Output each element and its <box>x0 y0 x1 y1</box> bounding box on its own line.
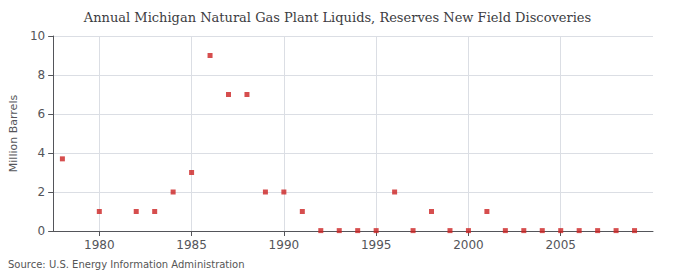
svg-text:1980: 1980 <box>84 238 115 252</box>
svg-text:1990: 1990 <box>269 238 300 252</box>
svg-text:2005: 2005 <box>545 238 576 252</box>
svg-text:2: 2 <box>38 185 46 199</box>
svg-text:4: 4 <box>38 146 46 160</box>
svg-text:6: 6 <box>38 107 46 121</box>
svg-text:8: 8 <box>38 68 46 82</box>
svg-text:2000: 2000 <box>453 238 484 252</box>
svg-text:Source: U.S. Energy Informatio: Source: U.S. Energy Information Administ… <box>8 259 245 270</box>
svg-text:Million Barrels: Million Barrels <box>7 95 20 173</box>
svg-text:1985: 1985 <box>176 238 207 252</box>
svg-text:0: 0 <box>38 224 46 238</box>
svg-text:1995: 1995 <box>361 238 392 252</box>
svg-text:Annual Michigan Natural Gas Pl: Annual Michigan Natural Gas Plant Liquid… <box>83 10 591 25</box>
svg-text:10: 10 <box>30 29 45 43</box>
